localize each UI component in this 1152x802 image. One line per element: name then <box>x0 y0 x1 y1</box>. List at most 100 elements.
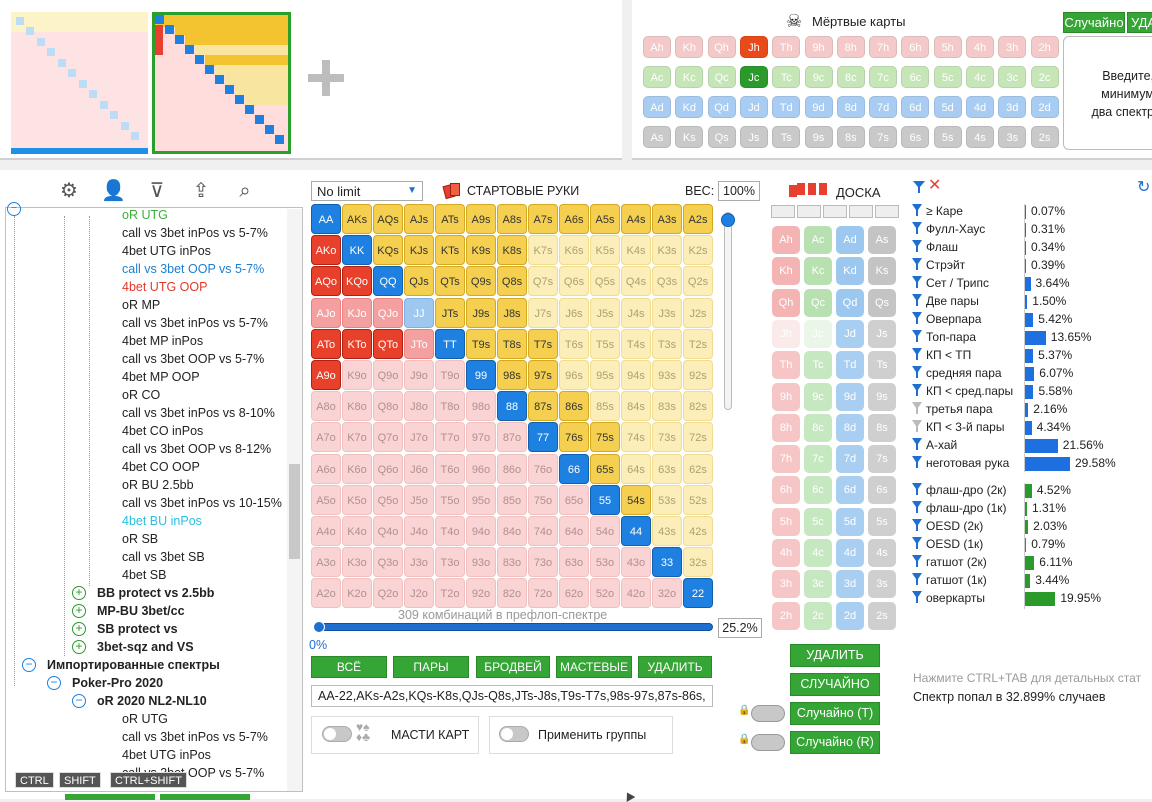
tree-expand-icon[interactable]: − <box>47 676 61 690</box>
board-card-Qc[interactable]: Qc <box>804 288 832 317</box>
hand-cell-95s[interactable]: 95s <box>590 360 620 390</box>
board-card-Qs[interactable]: Qs <box>868 288 896 317</box>
dead-card-Ks[interactable]: Ks <box>675 126 704 148</box>
range-text-input[interactable]: AA-22,AKs-A2s,KQs-K8s,QJs-Q8s,JTs-J8s,T9… <box>311 685 713 707</box>
hand-cell-AQo[interactable]: AQo <box>311 266 341 297</box>
tree-expand-icon[interactable]: + <box>72 640 86 654</box>
hand-cell-33[interactable]: 33 <box>652 547 682 578</box>
hand-cell-54s[interactable]: 54s <box>621 484 651 515</box>
hand-cell-A8o[interactable]: A8o <box>311 391 341 422</box>
hand-cell-T4s[interactable]: T4s <box>621 328 651 359</box>
hand-cell-A4s[interactable]: A4s <box>621 204 651 234</box>
board-card-Tc[interactable]: Tc <box>804 351 832 380</box>
hand-cell-73o[interactable]: 73o <box>528 547 558 578</box>
board-card-7s[interactable]: 7s <box>868 445 896 474</box>
hand-cell-65o[interactable]: 65o <box>559 484 589 515</box>
tree-item[interactable]: oR SB <box>122 532 159 546</box>
hand-cell-93s[interactable]: 93s <box>652 360 682 390</box>
hand-cell-Q9o[interactable]: Q9o <box>373 360 403 390</box>
filter-icon[interactable] <box>912 420 922 432</box>
hand-cell-Q6s[interactable]: Q6s <box>559 266 589 297</box>
hand-cell-92o[interactable]: 92o <box>466 578 496 609</box>
hand-cell-T7o[interactable]: T7o <box>435 422 465 453</box>
board-card-Js[interactable]: Js <box>868 319 896 348</box>
hand-cell-55[interactable]: 55 <box>590 484 620 515</box>
stat-row[interactable]: гатшот (2к) <box>912 555 987 572</box>
tree-item[interactable]: call vs 3bet inPos vs 8-10% <box>122 406 275 420</box>
hand-cell-J9o[interactable]: J9o <box>404 360 434 390</box>
matrix-button-3[interactable]: МАСТЕВЫЕ <box>556 656 632 678</box>
hand-cell-86s[interactable]: 86s <box>559 391 589 422</box>
board-card-Ts[interactable]: Ts <box>868 351 896 380</box>
hand-cell-85s[interactable]: 85s <box>590 391 620 422</box>
tree-group[interactable]: 3bet-sqz and VS <box>97 640 194 654</box>
hand-cell-96s[interactable]: 96s <box>559 360 589 390</box>
stat-row[interactable]: Топ-пара <box>912 330 976 347</box>
tree-group[interactable]: MP-BU 3bet/cc <box>97 604 185 618</box>
tree-item[interactable]: call vs 3bet OOP vs 5-7% <box>122 262 265 276</box>
stat-row[interactable]: Сет / Трипс <box>912 276 989 293</box>
board-button-1[interactable]: СЛУЧАЙНО <box>790 673 880 696</box>
tree-expand-icon[interactable]: − <box>72 694 86 708</box>
filter-icon[interactable] <box>912 438 922 450</box>
hand-cell-Q2o[interactable]: Q2o <box>373 578 403 609</box>
hand-cell-A3o[interactable]: A3o <box>311 547 341 578</box>
hand-cell-T6s[interactable]: T6s <box>559 328 589 359</box>
board-slot[interactable] <box>875 205 899 218</box>
hand-cell-82s[interactable]: 82s <box>683 391 713 422</box>
random-toggle[interactable] <box>751 705 785 722</box>
filter-icon[interactable] <box>912 591 922 603</box>
hand-cell-J6s[interactable]: J6s <box>559 297 589 328</box>
dead-card-8c[interactable]: 8c <box>836 66 865 88</box>
board-card-8s[interactable]: 8s <box>868 413 896 442</box>
stat-row[interactable]: Оверпара <box>912 312 981 329</box>
tree-item[interactable]: oR CO <box>122 388 161 402</box>
filter-icon[interactable] <box>912 276 922 288</box>
dead-card-As[interactable]: As <box>643 126 671 148</box>
hand-cell-98o[interactable]: 98o <box>466 391 496 422</box>
hand-cell-J8s[interactable]: J8s <box>497 297 527 328</box>
dead-card-9d[interactable]: 9d <box>804 96 833 118</box>
hand-cell-A3s[interactable]: A3s <box>652 204 682 234</box>
dead-card-Qd[interactable]: Qd <box>707 96 736 118</box>
range-slider-left-knob[interactable] <box>313 621 325 633</box>
hand-cell-88[interactable]: 88 <box>497 391 527 422</box>
dead-card-7d[interactable]: 7d <box>869 96 898 118</box>
board-card-Jc[interactable]: Jc <box>804 319 832 348</box>
limit-select[interactable]: No limit ▼ <box>311 181 423 201</box>
tree-item[interactable]: call vs 3bet SB <box>122 550 205 564</box>
hand-cell-A5o[interactable]: A5o <box>311 484 341 515</box>
dead-cards-random-button[interactable]: Случайно <box>1063 12 1125 33</box>
hand-cell-AKo[interactable]: AKo <box>311 235 341 266</box>
tree-expand-icon[interactable]: + <box>72 622 86 636</box>
dead-card-6c[interactable]: 6c <box>901 66 930 88</box>
hand-cell-A2o[interactable]: A2o <box>311 578 341 609</box>
board-card-8c[interactable]: 8c <box>804 413 832 442</box>
stat-row[interactable]: оверкарты <box>912 591 985 608</box>
stat-row[interactable]: неготовая рука <box>912 456 1009 473</box>
hand-cell-74s[interactable]: 74s <box>621 422 651 453</box>
hand-cell-54o[interactable]: 54o <box>590 516 620 546</box>
groups-toggle[interactable] <box>499 726 529 742</box>
board-card-3c[interactable]: 3c <box>804 570 832 599</box>
dead-card-2c[interactable]: 2c <box>1030 66 1059 88</box>
hand-cell-32s[interactable]: 32s <box>683 547 713 578</box>
hand-cell-52o[interactable]: 52o <box>590 578 620 609</box>
board-slot[interactable] <box>771 205 795 218</box>
dead-card-Kd[interactable]: Kd <box>675 96 704 118</box>
board-card-2d[interactable]: 2d <box>836 601 864 630</box>
dead-card-Ts[interactable]: Ts <box>772 126 801 148</box>
stat-row[interactable]: средняя пара <box>912 366 1002 383</box>
board-card-5s[interactable]: 5s <box>868 507 896 536</box>
dead-card-Td[interactable]: Td <box>772 96 801 118</box>
dead-card-9s[interactable]: 9s <box>804 126 833 148</box>
hand-cell-AA[interactable]: AA <box>311 204 341 234</box>
hand-cell-T2o[interactable]: T2o <box>435 578 465 609</box>
stats-clear-filter-icon[interactable]: ✕ <box>928 177 942 194</box>
board-card-9h[interactable]: 9h <box>772 382 800 411</box>
hand-cell-K8o[interactable]: K8o <box>342 391 372 422</box>
board-card-4h[interactable]: 4h <box>772 539 800 567</box>
stat-row[interactable]: Стрэйт <box>912 258 965 275</box>
hand-cell-42o[interactable]: 42o <box>621 578 651 609</box>
add-range-icon[interactable] <box>308 60 344 96</box>
